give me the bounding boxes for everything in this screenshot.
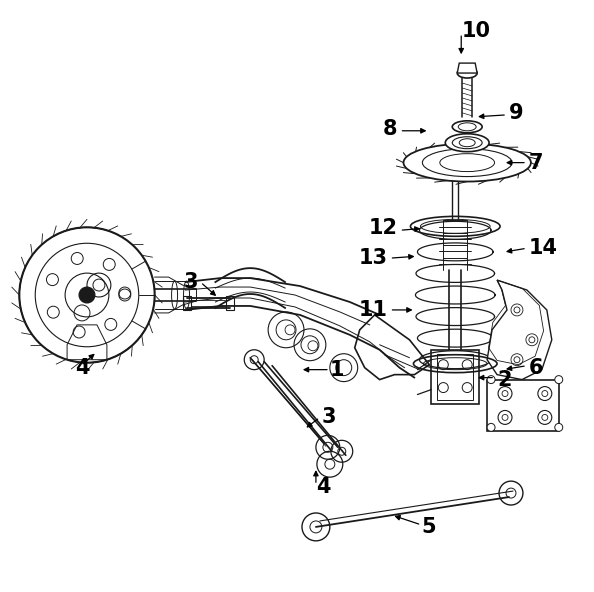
Bar bbox=[437, 354, 473, 400]
Circle shape bbox=[79, 287, 95, 303]
Text: 5: 5 bbox=[421, 517, 436, 537]
Text: 2: 2 bbox=[497, 369, 511, 390]
Bar bbox=[431, 350, 479, 404]
Text: 4: 4 bbox=[75, 358, 90, 378]
Text: 12: 12 bbox=[368, 218, 397, 239]
Text: 1: 1 bbox=[330, 360, 345, 379]
Circle shape bbox=[555, 423, 563, 432]
Bar bbox=[487, 379, 559, 432]
Polygon shape bbox=[487, 280, 552, 379]
Ellipse shape bbox=[452, 121, 482, 133]
Ellipse shape bbox=[446, 134, 489, 152]
Text: 11: 11 bbox=[359, 300, 387, 320]
Circle shape bbox=[487, 423, 495, 432]
Text: 3: 3 bbox=[184, 272, 198, 292]
Text: 10: 10 bbox=[461, 21, 490, 41]
Bar bbox=[182, 296, 191, 310]
Polygon shape bbox=[457, 63, 477, 73]
Text: 13: 13 bbox=[359, 248, 387, 268]
Ellipse shape bbox=[457, 68, 477, 78]
Ellipse shape bbox=[403, 144, 531, 182]
Bar bbox=[226, 296, 234, 310]
Text: 9: 9 bbox=[509, 103, 524, 123]
Circle shape bbox=[555, 376, 563, 384]
Text: 14: 14 bbox=[529, 238, 558, 258]
Text: 6: 6 bbox=[529, 358, 544, 378]
Text: 4: 4 bbox=[316, 477, 330, 497]
Text: 8: 8 bbox=[383, 119, 397, 139]
Circle shape bbox=[487, 376, 495, 384]
Text: 7: 7 bbox=[529, 153, 544, 173]
Text: 3: 3 bbox=[322, 407, 336, 427]
